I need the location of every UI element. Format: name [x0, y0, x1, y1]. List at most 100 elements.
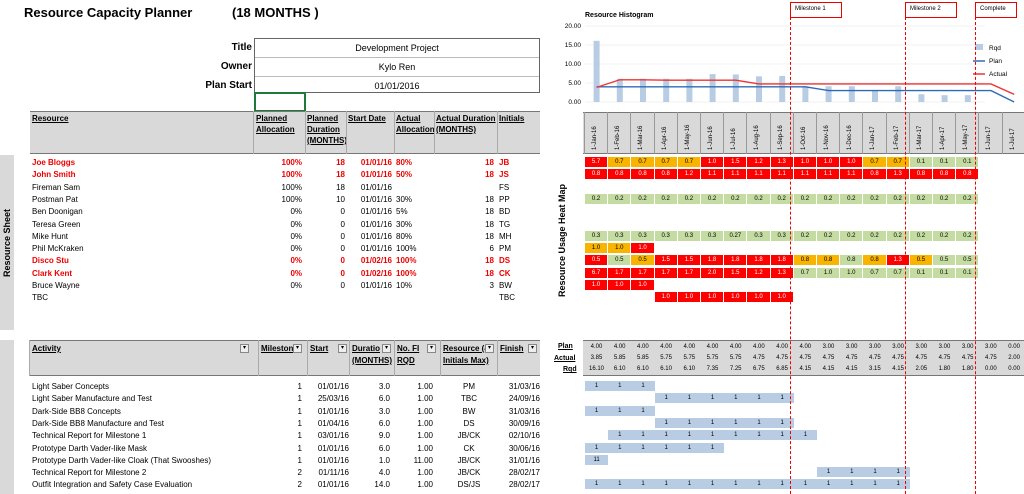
initials[interactable]: FS [499, 182, 510, 192]
heat-cell[interactable]: 0.2 [817, 230, 840, 241]
col-finish[interactable]: Finish [500, 344, 524, 353]
activity-duration[interactable]: 3.0 [378, 382, 390, 391]
gantt-cell[interactable]: 1 [770, 417, 794, 428]
planned-allocation[interactable]: 0% [290, 231, 302, 241]
initials[interactable]: BD [499, 207, 511, 217]
gantt-cell[interactable]: 1 [585, 381, 609, 391]
col-planned-duration[interactable]: Planned Duration (MONTHS) [307, 114, 347, 145]
heat-cell[interactable]: 0.2 [909, 193, 932, 204]
gantt-cell[interactable]: 1 [770, 393, 794, 404]
planned-duration[interactable]: 18 [336, 182, 345, 192]
actual-allocation[interactable]: 10% [396, 281, 413, 290]
initials[interactable]: JS [499, 170, 509, 180]
actual-duration[interactable]: 18 [485, 219, 494, 229]
col-initials[interactable]: Initials [499, 114, 525, 123]
heat-cell[interactable]: 1.5 [654, 255, 677, 266]
heat-cell[interactable]: 0.2 [677, 193, 700, 204]
heat-cell[interactable]: 0.3 [770, 230, 793, 241]
heat-cell[interactable]: 1.1 [840, 169, 863, 180]
gantt-cell[interactable]: 1 [793, 430, 817, 441]
start-date[interactable]: 01/01/16 [360, 170, 392, 180]
actual-allocation[interactable]: 100% [396, 256, 417, 266]
filter-dropdown-icon[interactable]: ▾ [382, 344, 391, 353]
col-resource-initials[interactable]: Resource (4 [443, 344, 489, 353]
heat-cell[interactable]: 0.5 [956, 255, 979, 266]
activity-finish[interactable]: 30/06/16 [508, 443, 540, 453]
resource-name[interactable]: Bruce Wayne [32, 281, 80, 290]
fte-required[interactable]: 11.00 [413, 455, 433, 465]
initials[interactable]: TG [499, 219, 511, 229]
gantt-cell[interactable]: 1 [677, 442, 701, 453]
heat-cell[interactable]: 0.1 [956, 157, 979, 167]
heat-cell[interactable]: 0.5 [933, 255, 956, 266]
resource-name[interactable]: Ben Doonigan [32, 207, 83, 217]
actual-duration[interactable]: 18 [485, 170, 494, 180]
activity-start[interactable]: 01/01/16 [317, 382, 349, 391]
heat-cell[interactable]: 1.3 [770, 267, 793, 278]
actual-duration[interactable] [436, 182, 494, 194]
actual-duration[interactable]: 18 [485, 256, 494, 266]
heat-cell[interactable]: 1.0 [631, 243, 654, 254]
gantt-cell[interactable]: 1 [677, 393, 701, 404]
project-start[interactable]: 01/01/2016 [374, 81, 420, 91]
col-milestone[interactable]: Mileston [261, 344, 294, 353]
gantt-cell[interactable]: 1 [724, 393, 748, 404]
heat-cell[interactable]: 0.2 [724, 193, 747, 204]
heat-cell[interactable]: 0.8 [793, 255, 816, 266]
heat-cell[interactable]: 0.7 [886, 157, 909, 167]
activity-start[interactable]: 01/01/16 [317, 455, 349, 465]
actual-duration[interactable]: 3 [489, 281, 494, 290]
gantt-cell[interactable]: 1 [677, 479, 701, 490]
gantt-cell[interactable]: 11 [585, 454, 609, 465]
gantt-cell[interactable]: 1 [840, 467, 864, 478]
filter-dropdown-icon[interactable]: ▾ [293, 344, 302, 353]
activity-finish[interactable]: 31/03/16 [508, 406, 540, 416]
activity-duration[interactable]: 14.0 [374, 480, 390, 490]
actual-allocation[interactable]: 5% [396, 207, 408, 217]
resource-initials[interactable]: BW [462, 406, 476, 416]
heat-cell[interactable]: 1.1 [770, 169, 793, 180]
initials[interactable]: CK [499, 268, 511, 278]
heat-cell[interactable]: 0.7 [863, 157, 886, 167]
milestone[interactable]: 2 [297, 468, 302, 478]
actual-duration[interactable]: 18 [485, 194, 494, 204]
planned-allocation[interactable]: 100% [281, 194, 302, 204]
resource-initials[interactable]: JB/CK [457, 455, 481, 465]
resource-name[interactable]: Clark Kent [32, 268, 73, 278]
planned-duration[interactable]: 0 [340, 281, 345, 290]
initials[interactable]: MH [499, 231, 512, 241]
resource-name[interactable]: Fireman Sam [32, 182, 81, 192]
activity-finish[interactable]: 31/03/16 [508, 382, 540, 391]
actual-allocation[interactable]: 30% [396, 194, 413, 204]
heat-cell[interactable]: 1.8 [770, 255, 793, 266]
activity-duration[interactable]: 1.0 [378, 455, 390, 465]
actual-duration[interactable]: 6 [489, 244, 494, 254]
start-date[interactable]: 01/01/16 [360, 194, 392, 204]
actual-duration[interactable]: 18 [485, 231, 494, 241]
heat-cell[interactable]: 0.2 [747, 193, 770, 204]
gantt-cell[interactable]: 1 [747, 417, 771, 428]
initials[interactable]: JB [499, 158, 510, 167]
heat-cell[interactable]: 0.5 [585, 255, 608, 266]
initials[interactable]: PM [499, 244, 511, 254]
gantt-cell[interactable]: 1 [608, 442, 632, 453]
planned-duration[interactable]: 18 [336, 158, 345, 167]
planned-allocation[interactable]: 100% [281, 158, 302, 167]
planned-duration[interactable]: 10 [336, 194, 345, 204]
gantt-cell[interactable]: 1 [608, 405, 632, 416]
heat-cell[interactable]: 0.2 [585, 193, 608, 204]
gantt-cell[interactable]: 1 [631, 430, 655, 441]
gantt-cell[interactable]: 1 [631, 405, 655, 416]
gantt-cell[interactable]: 1 [654, 442, 678, 453]
heat-cell[interactable]: 1.3 [770, 157, 793, 167]
heat-cell[interactable]: 1.7 [654, 267, 677, 278]
heat-cell[interactable]: 1.5 [677, 255, 700, 266]
heat-cell[interactable]: 1.7 [677, 267, 700, 278]
resource-name[interactable]: TBC [32, 293, 48, 303]
gantt-cell[interactable]: 1 [608, 430, 632, 441]
actual-allocation[interactable]: 30% [396, 219, 413, 229]
heat-cell[interactable]: 0.2 [793, 230, 816, 241]
heat-cell[interactable]: 1.0 [585, 243, 608, 254]
start-date[interactable]: 01/01/16 [360, 281, 392, 290]
heat-cell[interactable]: 1.0 [817, 157, 840, 167]
